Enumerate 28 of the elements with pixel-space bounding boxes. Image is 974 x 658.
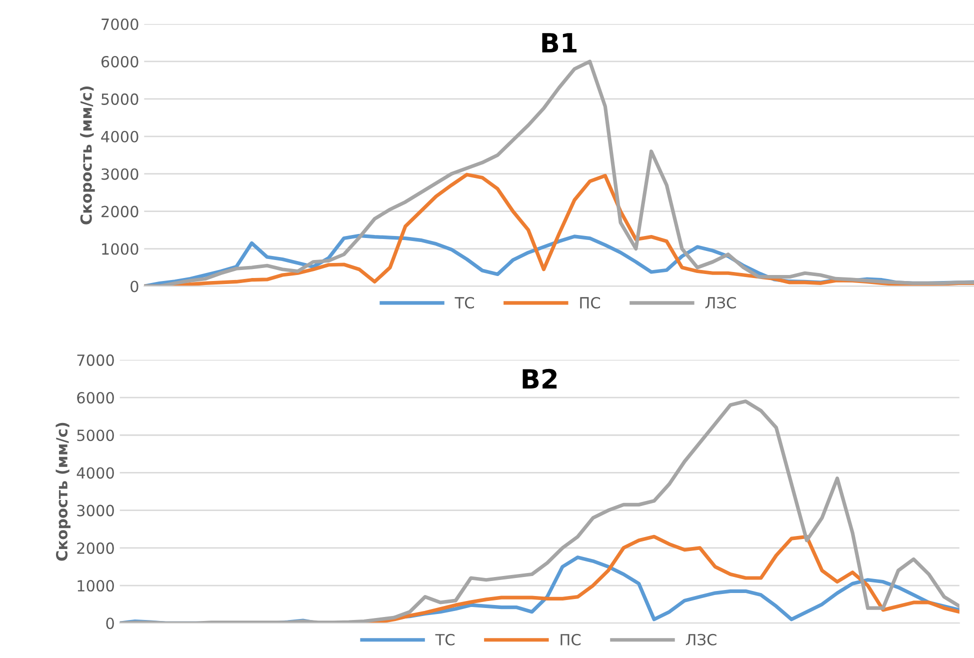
legend-label: ПС [560,634,581,646]
y-tick-label: 3000 [102,168,138,180]
y-tick-label: 4000 [101,130,138,142]
y-axis-title: Скорость (мм/с) [56,422,71,561]
y-tick-label: 0 [106,618,114,630]
line-series [120,399,960,624]
legend-label: ПС [580,296,600,309]
line-series [144,60,974,286]
y-tick-label: 0 [130,280,138,292]
y-tick-label: 2000 [77,542,114,554]
y-tick-label: 1000 [102,243,138,255]
chart-title: В1 [542,33,576,52]
legend-label: ТС [435,634,454,646]
y-tick-label: 7000 [77,354,114,366]
y-tick-label: 6000 [77,392,114,404]
legend-label: ТС [454,296,474,309]
legend-label: ЛЗС [705,296,736,309]
y-tick-label: 5000 [77,430,114,442]
y-tick-label: 3000 [77,504,114,516]
y-tick-label: 4000 [76,467,114,479]
y-tick-label: 2000 [102,206,138,218]
legend-label: ЛЗС [686,634,716,646]
chart-title: В2 [522,368,557,388]
y-tick-label: 5000 [102,93,138,105]
y-tick-label: 7000 [102,18,138,30]
y-tick-label: 6000 [101,56,138,68]
y-axis-title: Скорость (мм/с) [80,86,95,224]
y-tick-label: 1000 [78,580,114,592]
